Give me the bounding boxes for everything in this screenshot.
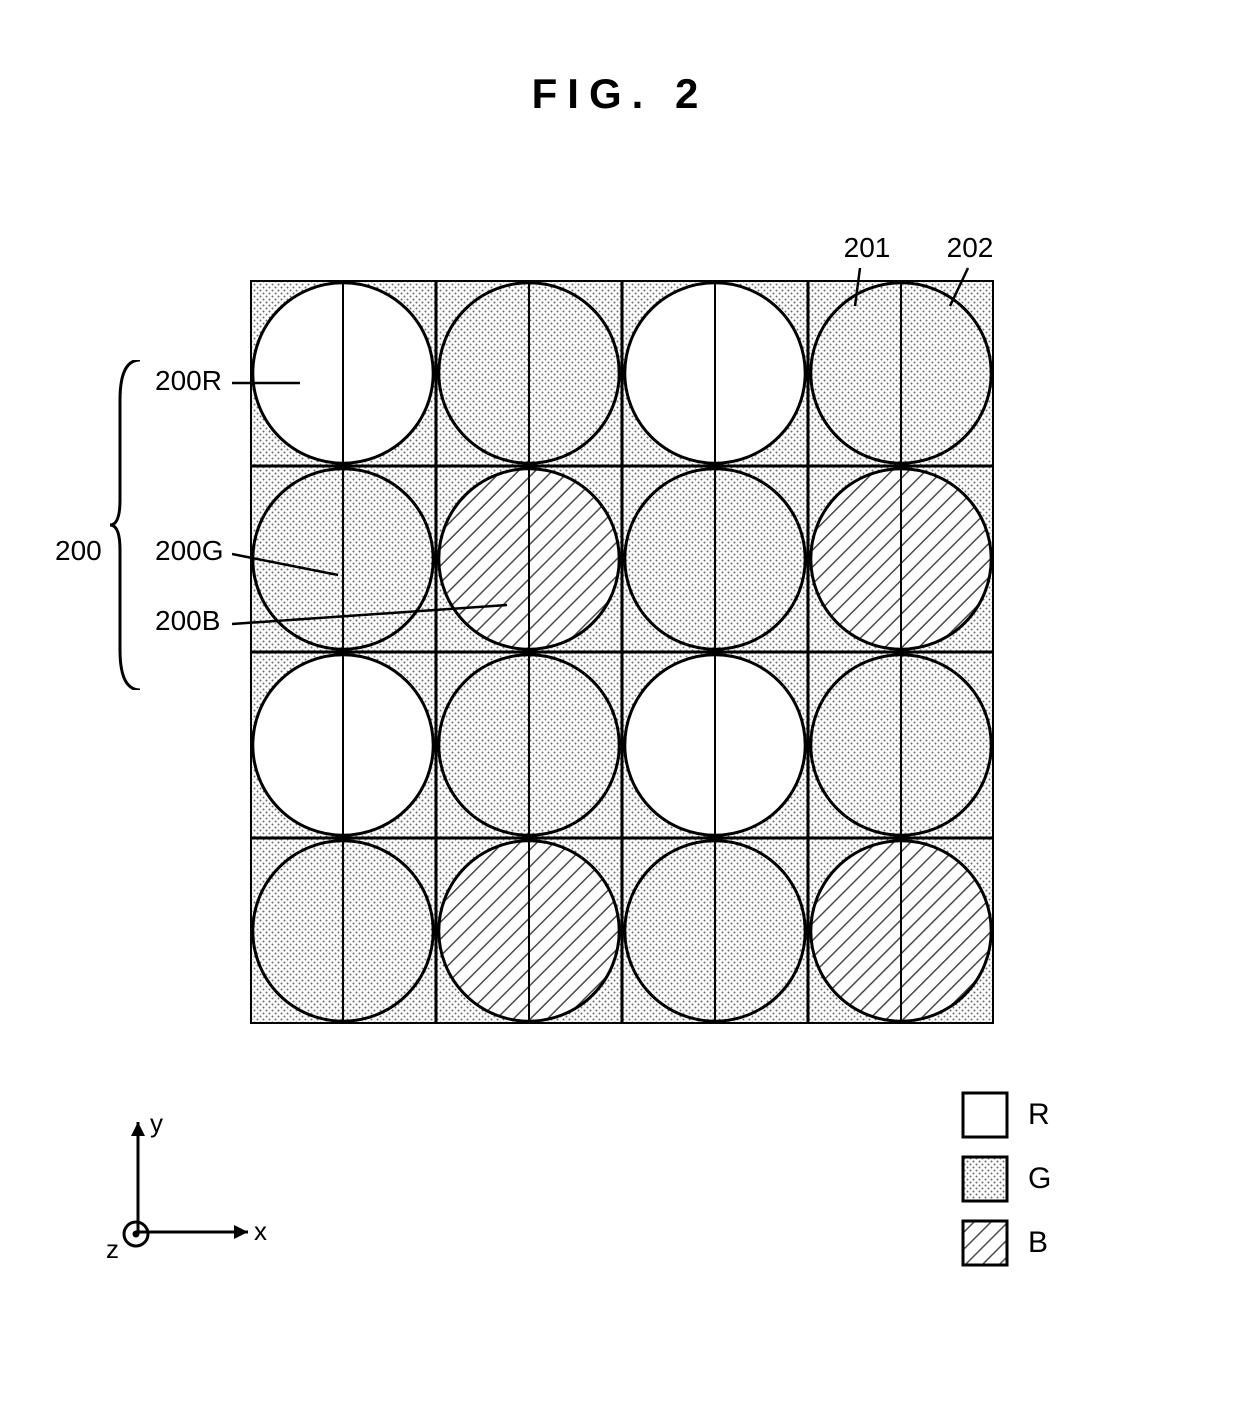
legend: R G B <box>960 1090 1051 1282</box>
annot-200: 200 <box>55 535 102 567</box>
legend-swatch-G <box>960 1154 1010 1204</box>
legend-swatch <box>963 1093 1007 1137</box>
legend-swatch <box>963 1157 1007 1201</box>
svg-text:y: y <box>150 1110 163 1138</box>
legend-swatch-R <box>960 1090 1010 1140</box>
legend-swatch-B <box>960 1218 1010 1268</box>
pixel-array <box>250 280 994 1029</box>
legend-row-R: R <box>960 1090 1051 1140</box>
annot-202: 202 <box>935 232 1005 264</box>
legend-swatch <box>963 1221 1007 1265</box>
annot-200R: 200R <box>155 365 222 397</box>
brace-200 <box>110 360 150 690</box>
axes-indicator: y x z <box>100 1110 280 1275</box>
legend-label-B: B <box>1028 1226 1048 1260</box>
annot-200B: 200B <box>155 605 220 637</box>
axes-svg: y x z <box>100 1110 280 1270</box>
legend-row-B: B <box>960 1218 1051 1268</box>
annot-201: 201 <box>832 232 902 264</box>
figure-title: FIG. 2 <box>0 70 1240 118</box>
annot-200G: 200G <box>155 535 224 567</box>
svg-text:x: x <box>254 1216 267 1246</box>
legend-label-R: R <box>1028 1098 1050 1132</box>
legend-label-G: G <box>1028 1162 1051 1196</box>
pixel-array-svg <box>250 280 994 1024</box>
svg-text:z: z <box>106 1234 119 1264</box>
legend-row-G: G <box>960 1154 1051 1204</box>
